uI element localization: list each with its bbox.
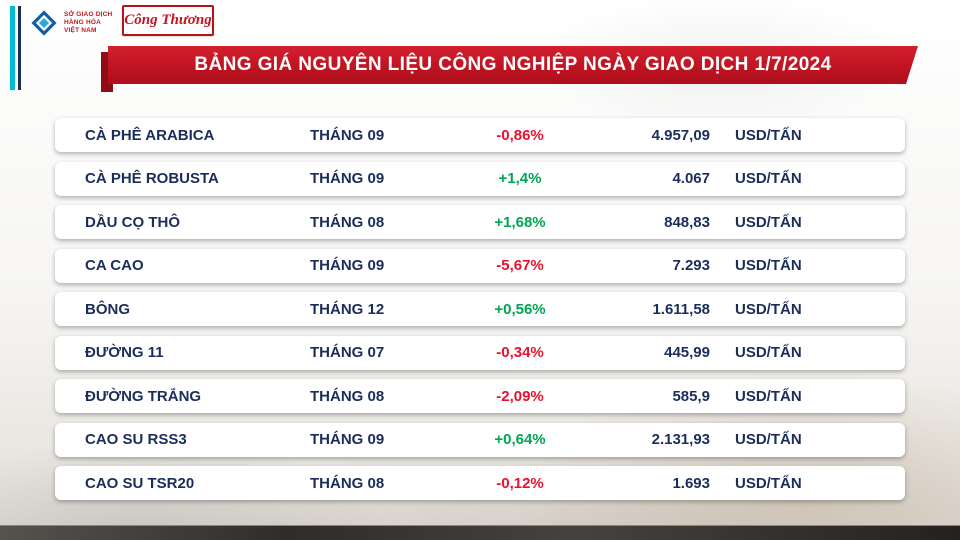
header-banner: BẢNG GIÁ NGUYÊN LIỆU CÔNG NGHIỆP NGÀY GI… [108,46,918,84]
price-value: 445,99 [664,344,710,361]
price-value: 1.611,58 [652,300,710,318]
price-unit: USD/TẤN [735,300,802,318]
mxv-diamond-icon [31,10,57,36]
cong-thuong-logo-text: Công Thương [124,12,212,28]
page-title: BẢNG GIÁ NGUYÊN LIỆU CÔNG NGHIỆP NGÀY GI… [194,54,832,75]
price-unit: USD/TẤN [735,344,802,361]
bottom-dark-strip [0,525,960,540]
table-row: DẦU CỌ THÔ THÁNG 08 +1,68% 848,83 USD/TẤ… [55,205,905,239]
table-row: CA CAO THÁNG 09 -5,67% 7.293 USD/TẤN [55,248,905,283]
mxv-logo-line: VIỆT NAM [64,27,97,35]
mxv-logo-line: HÀNG HÓA [64,18,101,26]
commodity-name: CAO SU RSS3 [85,431,187,448]
price-unit: USD/TẤN [735,170,802,187]
commodity-name: ĐƯỜNG 11 [85,344,164,361]
commodity-name: DẦU CỌ THÔ [85,213,180,231]
price-change: -2,09% [496,387,544,405]
price-value: 2.131,93 [651,431,710,448]
price-value: 585,9 [672,387,710,405]
price-value: 4.957,09 [651,126,710,144]
price-change: +0,64% [494,431,546,448]
table-row: CAO SU TSR20 THÁNG 08 -0,12% 1.693 USD/T… [55,466,905,500]
cong-thuong-logo: Công Thương [122,5,214,36]
price-unit: USD/TẤN [735,474,802,492]
price-value: 7.293 [672,257,710,274]
table-row: BÔNG THÁNG 12 +0,56% 1.611,58 USD/TẤN [55,292,905,326]
price-table: CÀ PHÊ ARABICA THÁNG 09 -0,86% 4.957,09 … [55,118,905,500]
price-change: +1,68% [494,213,546,231]
price-change: +0,56% [494,300,546,318]
price-change: -0,12% [496,474,544,492]
table-row: CAO SU RSS3 THÁNG 09 +0,64% 2.131,93 USD… [55,422,905,457]
price-value: 848,83 [664,213,710,231]
mxv-exchange-logo: SỞ GIAO DỊCH HÀNG HÓA VIỆT NAM [28,7,112,39]
table-row: ĐƯỜNG 11 THÁNG 07 -0,34% 445,99 USD/TẤN [55,335,905,370]
mxv-logo-line: SỞ GIAO DỊCH [64,10,113,18]
contract-month: THÁNG 09 [310,431,385,448]
price-value: 4.067 [672,170,710,187]
contract-month: THÁNG 08 [310,213,385,231]
commodity-name: CÀ PHÊ ROBUSTA [85,170,219,187]
price-value: 1.693 [672,474,710,492]
price-unit: USD/TẤN [735,387,802,405]
commodity-name: CÀ PHÊ ARABICA [85,126,215,144]
left-accent-bar-navy [18,6,21,90]
contract-month: THÁNG 08 [310,474,385,492]
contract-month: THÁNG 12 [310,300,385,318]
contract-month: THÁNG 09 [310,170,385,187]
table-row: ĐƯỜNG TRẮNG THÁNG 08 -2,09% 585,9 USD/TẤ… [55,379,905,413]
contract-month: THÁNG 07 [310,344,385,361]
price-unit: USD/TẤN [735,431,802,448]
price-change: -0,34% [496,344,544,361]
mxv-logo-text: SỞ GIAO DỊCH HÀNG HÓA VIỆT NAM [64,11,112,35]
left-accent-bar-cyan [10,6,15,90]
table-row: CÀ PHÊ ARABICA THÁNG 09 -0,86% 4.957,09 … [55,118,905,152]
table-row: CÀ PHÊ ROBUSTA THÁNG 09 +1,4% 4.067 USD/… [55,161,905,196]
commodity-name: CA CAO [85,257,144,274]
commodity-name: BÔNG [85,300,130,318]
price-change: -0,86% [496,126,544,144]
commodity-name: ĐƯỜNG TRẮNG [85,387,202,405]
contract-month: THÁNG 09 [310,126,385,144]
price-change: +1,4% [498,170,542,187]
contract-month: THÁNG 09 [310,257,385,274]
price-change: -5,67% [496,257,544,274]
price-unit: USD/TẤN [735,126,802,144]
contract-month: THÁNG 08 [310,387,385,405]
price-unit: USD/TẤN [735,213,802,231]
price-unit: USD/TẤN [735,257,802,274]
commodity-name: CAO SU TSR20 [85,474,195,492]
